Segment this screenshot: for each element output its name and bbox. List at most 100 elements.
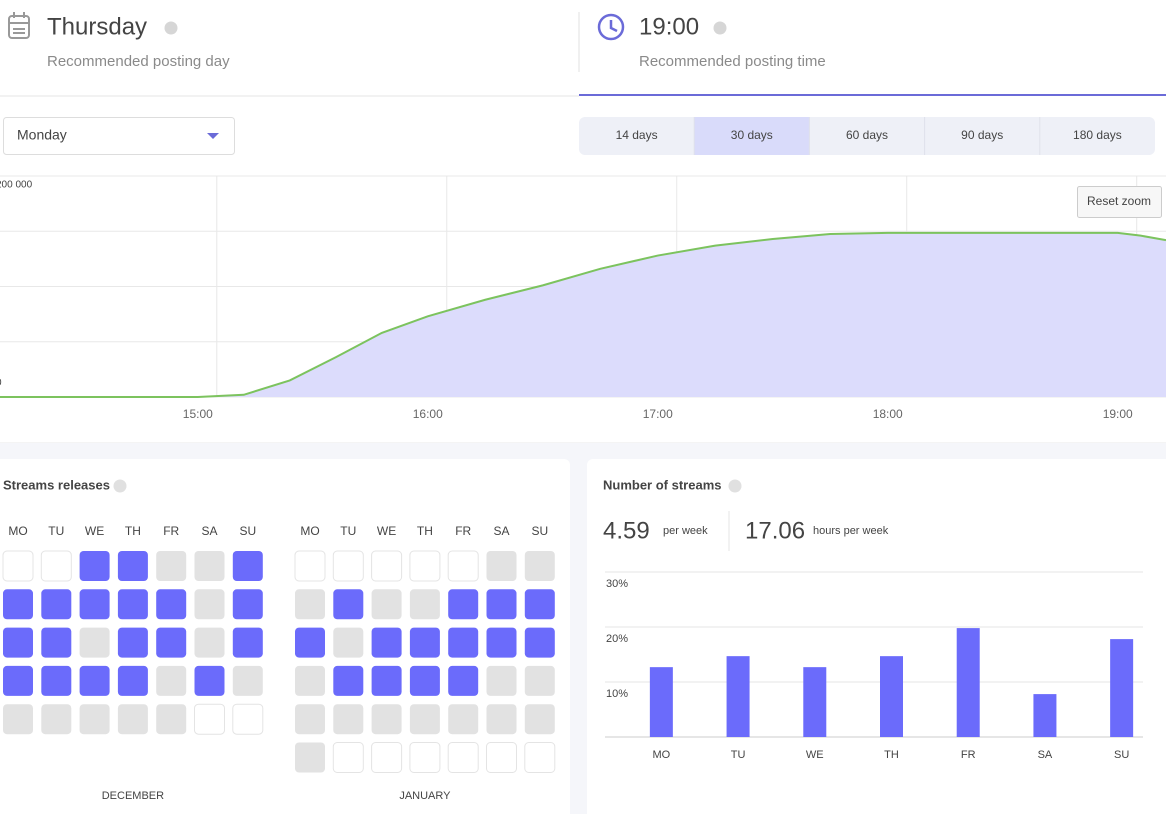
y-tick-label: 20%	[606, 633, 628, 645]
day-cell	[117, 551, 148, 581]
day-cell	[194, 703, 225, 735]
day-cell	[409, 742, 441, 773]
weekday-label: FR	[163, 524, 179, 538]
area-line	[0, 231, 1166, 398]
day-cell	[294, 550, 326, 582]
streams-card	[587, 459, 1166, 814]
weekday-label: TH	[417, 524, 433, 538]
day-cell	[332, 550, 364, 582]
weekday-label: SA	[493, 524, 509, 538]
help-icon[interactable]	[113, 479, 127, 493]
time-title: 19:00	[639, 13, 699, 40]
period-label: 30 days	[731, 128, 773, 142]
day-cell	[79, 589, 110, 620]
day-select[interactable]	[3, 117, 235, 155]
dropdown-arrow	[207, 133, 219, 139]
day-cell	[486, 704, 517, 735]
day-cell	[409, 550, 441, 582]
bar	[956, 628, 980, 737]
weekday-label: MO	[8, 524, 27, 538]
period-label: 60 days	[846, 128, 888, 142]
x-tick-label: FR	[961, 749, 976, 761]
day-cell	[409, 665, 440, 696]
x-tick-label: WE	[806, 749, 824, 761]
day-cell	[295, 742, 325, 773]
day-cell	[194, 551, 225, 581]
day-cell	[486, 551, 517, 581]
time-subtitle: Recommended posting time	[639, 53, 826, 70]
day-cell	[3, 665, 33, 696]
day-cell	[448, 589, 479, 620]
day-cell	[3, 627, 33, 658]
x-tick-label: SU	[1114, 749, 1129, 761]
day-cell	[232, 589, 263, 620]
bar	[1110, 639, 1134, 737]
day-cell	[156, 665, 187, 696]
period-label: 180 days	[1073, 128, 1122, 142]
x-tick-label: 17:00	[643, 407, 673, 421]
day-cell	[295, 665, 325, 696]
x-tick-label: TU	[731, 749, 746, 761]
bar	[1033, 694, 1057, 737]
day-cell	[41, 665, 72, 696]
day-select-value: Monday	[17, 127, 67, 143]
day-cell	[117, 665, 148, 696]
day-cell	[524, 627, 555, 658]
help-icon[interactable]	[728, 479, 742, 493]
day-cell	[486, 589, 517, 620]
weekday-label: TU	[48, 524, 64, 538]
day-cell	[41, 704, 72, 735]
stat-unit: hours per week	[813, 525, 889, 537]
help-icon[interactable]	[164, 21, 178, 35]
day-cell	[524, 704, 555, 735]
day-cell	[371, 665, 402, 696]
day-cell	[333, 665, 364, 696]
day-cell	[332, 742, 364, 773]
x-tick-label: MO	[652, 749, 670, 761]
x-tick-label: 19:00	[1103, 407, 1133, 421]
day-cell	[447, 742, 479, 773]
day-cell	[486, 665, 517, 696]
x-tick-label: 15:00	[183, 407, 213, 421]
day-cell	[486, 742, 517, 773]
day-cell	[524, 665, 555, 696]
period-label: 14 days	[616, 128, 658, 142]
day-subtitle: Recommended posting day	[47, 53, 230, 70]
period-button[interactable]	[694, 117, 810, 155]
period-label: 90 days	[961, 128, 1003, 142]
y-tick-label: 0	[0, 378, 2, 389]
day-cell	[524, 589, 555, 620]
day-cell	[41, 589, 72, 620]
weekday-label: TU	[340, 524, 356, 538]
x-tick-label: TH	[884, 749, 899, 761]
clock-icon	[597, 13, 625, 41]
day-cell	[79, 627, 110, 658]
day-cell	[409, 627, 440, 658]
area-fill	[0, 232, 1166, 397]
day-cell	[117, 589, 148, 620]
card-title: Number of streams	[603, 477, 721, 492]
day-cell	[41, 627, 72, 658]
day-cell	[333, 589, 364, 620]
stat-value: 17.06	[745, 517, 805, 544]
reset-zoom-label: Reset zoom	[1087, 194, 1151, 208]
y-tick-label: 30%	[606, 578, 628, 590]
help-icon[interactable]	[713, 21, 727, 35]
day-cell	[232, 551, 263, 581]
month-label: DECEMBER	[102, 790, 164, 802]
day-cell	[156, 704, 187, 735]
day-cell	[448, 627, 479, 658]
day-cell	[371, 627, 402, 658]
reset-zoom-button[interactable]	[1077, 186, 1162, 218]
bar	[880, 656, 903, 737]
day-cell	[333, 704, 364, 735]
day-cell	[79, 665, 110, 696]
weekday-label: TH	[125, 524, 141, 538]
stat-unit: per week	[663, 525, 708, 537]
day-cell	[3, 589, 33, 620]
day-cell	[194, 665, 225, 696]
day-cell	[40, 550, 72, 582]
day-cell	[79, 704, 110, 735]
day-cell	[295, 704, 325, 735]
